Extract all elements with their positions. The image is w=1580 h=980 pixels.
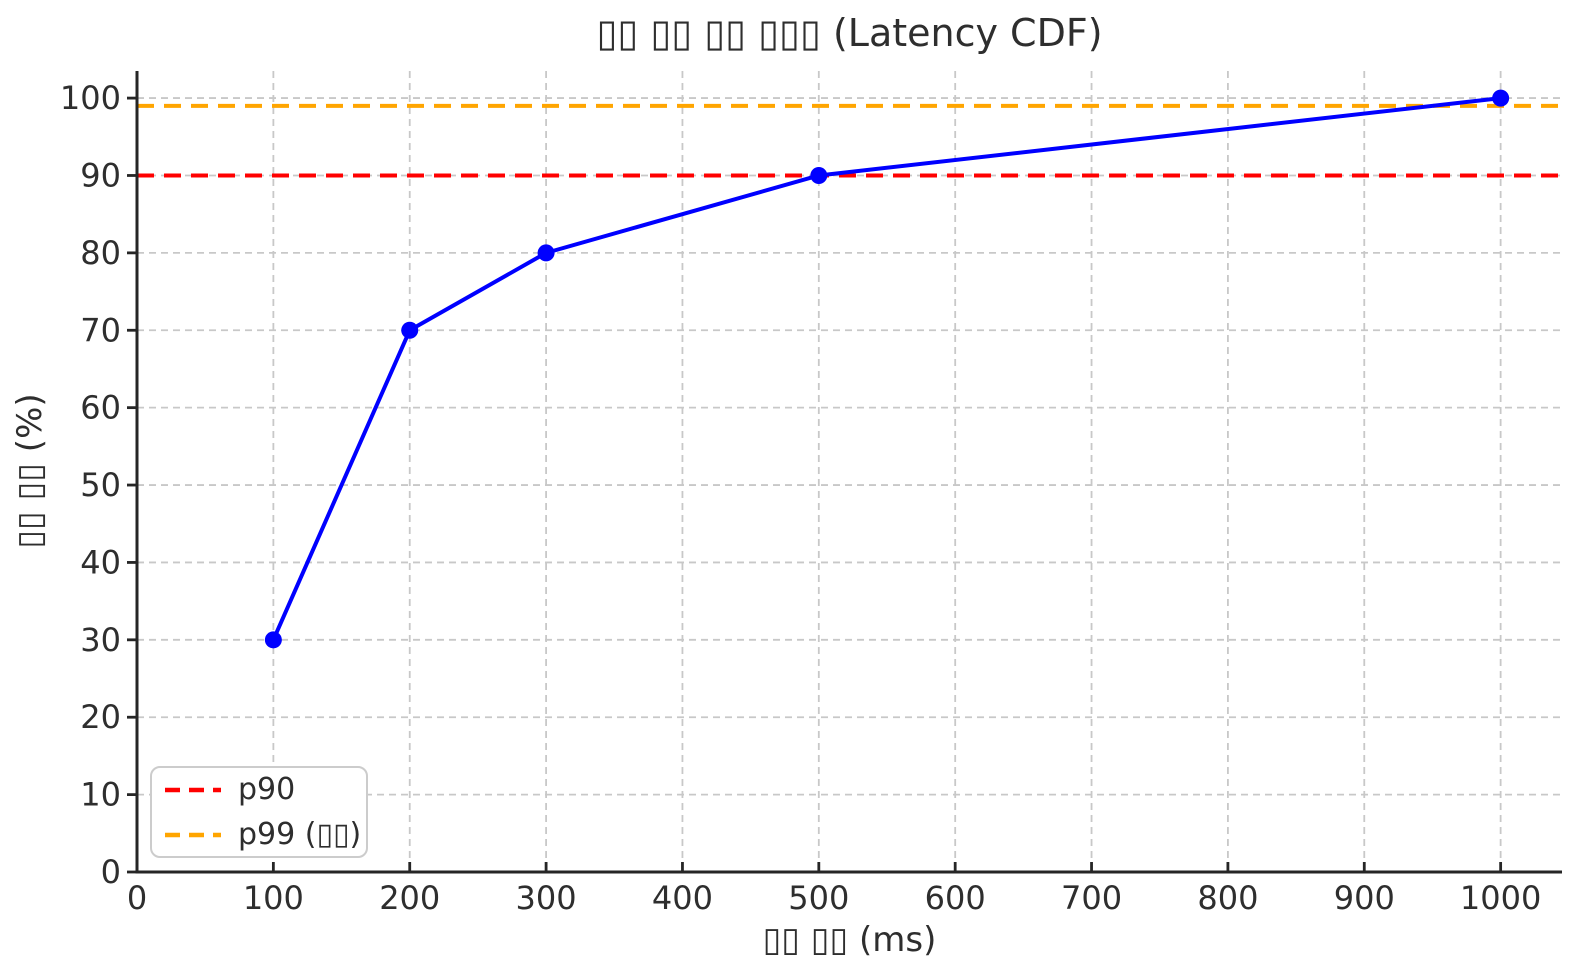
x-tick-label: 900 <box>1334 879 1395 917</box>
data-point <box>401 321 419 339</box>
y-axis-label: ▯▯ ▯▯ (%) <box>10 393 50 549</box>
x-tick-label: 800 <box>1197 879 1258 917</box>
data-point <box>810 166 828 184</box>
legend-item-p90: p90 <box>164 772 354 807</box>
data-point <box>537 244 555 262</box>
p99-dashed-line-sample <box>165 832 221 837</box>
legend-item-p99: p99 (▯▯) <box>164 817 361 852</box>
x-tick-label: 200 <box>379 879 440 917</box>
y-tick-label: 30 <box>80 621 121 659</box>
p90-dashed-line-sample <box>165 787 221 792</box>
legend-label-p90: p90 <box>238 772 296 807</box>
y-tick-label: 70 <box>80 311 121 349</box>
x-tick-label: 400 <box>652 879 713 917</box>
data-point <box>1492 89 1510 107</box>
x-tick-label: 1000 <box>1460 879 1541 917</box>
data-point <box>264 631 282 649</box>
y-tick-label: 50 <box>80 466 121 504</box>
y-tick-label: 80 <box>80 234 121 272</box>
latency-cdf-curve <box>271 96 1503 642</box>
x-tick-label: 0 <box>127 879 147 917</box>
legend: p90 p99 (▯▯) <box>150 766 368 858</box>
chart-title: ▯▯ ▯▯ ▯▯ ▯▯▯ (Latency CDF) <box>596 11 1103 55</box>
x-tick-label: 700 <box>1061 879 1122 917</box>
y-tick-label: 10 <box>80 776 121 814</box>
y-tick-label: 100 <box>60 79 121 117</box>
x-tick-label: 500 <box>788 879 849 917</box>
x-axis-label: ▯▯ ▯▯ (ms) <box>762 920 937 960</box>
y-tick-label: 0 <box>101 853 121 891</box>
y-tick-label: 90 <box>80 156 121 194</box>
x-tick-label: 100 <box>243 879 304 917</box>
x-tick-label: 300 <box>516 879 577 917</box>
legend-label-p99: p99 (▯▯) <box>238 817 362 852</box>
y-tick-label: 20 <box>80 698 121 736</box>
y-tick-label: 60 <box>80 389 121 427</box>
y-tick-label: 40 <box>80 543 121 581</box>
x-tick-label: 600 <box>925 879 986 917</box>
